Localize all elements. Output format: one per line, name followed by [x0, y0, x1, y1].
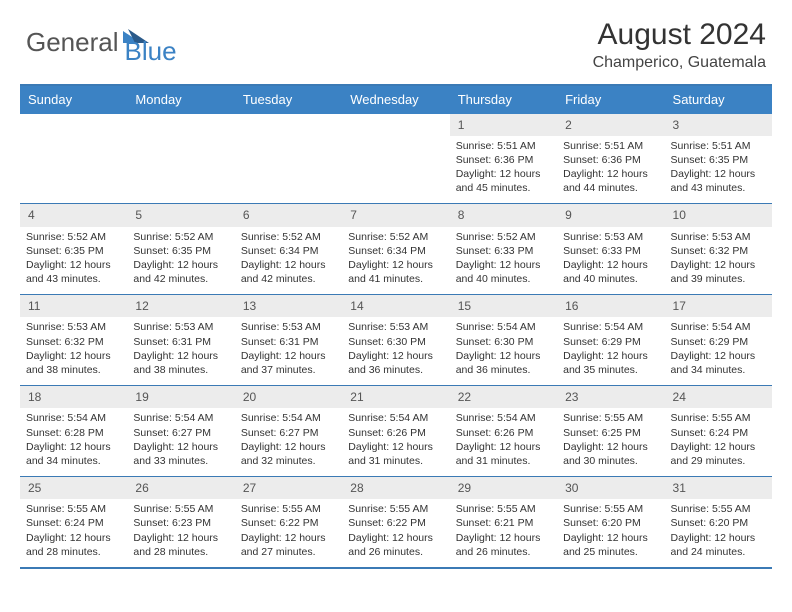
day-detail: Sunrise: 5:52 AM Sunset: 6:35 PM Dayligh…: [20, 227, 127, 295]
day-number: 10: [665, 204, 772, 226]
day-number-row: 11121314151617: [20, 294, 772, 317]
weekday-header: Monday: [127, 86, 234, 114]
day-detail: Sunrise: 5:53 AM Sunset: 6:30 PM Dayligh…: [342, 317, 449, 385]
day-number-row: 18192021222324: [20, 385, 772, 408]
day-detail: Sunrise: 5:51 AM Sunset: 6:36 PM Dayligh…: [557, 136, 664, 204]
day-detail: Sunrise: 5:53 AM Sunset: 6:31 PM Dayligh…: [127, 317, 234, 385]
day-detail: Sunrise: 5:54 AM Sunset: 6:27 PM Dayligh…: [235, 408, 342, 476]
day-detail-row: Sunrise: 5:52 AM Sunset: 6:35 PM Dayligh…: [20, 227, 772, 295]
day-number: 23: [557, 386, 664, 408]
location-label: Champerico, Guatemala: [593, 54, 766, 72]
day-number-row: 25262728293031: [20, 476, 772, 499]
day-detail: Sunrise: 5:55 AM Sunset: 6:20 PM Dayligh…: [557, 499, 664, 567]
day-detail: Sunrise: 5:53 AM Sunset: 6:32 PM Dayligh…: [20, 317, 127, 385]
page-header: General Blue August 2024 Champerico, Gua…: [0, 0, 792, 78]
day-number: 8: [450, 204, 557, 226]
day-detail: Sunrise: 5:55 AM Sunset: 6:20 PM Dayligh…: [665, 499, 772, 567]
day-number: 12: [127, 295, 234, 317]
day-detail: [342, 136, 449, 204]
day-number: 17: [665, 295, 772, 317]
weekday-header: Wednesday: [342, 86, 449, 114]
day-number: 28: [342, 477, 449, 499]
day-detail: Sunrise: 5:54 AM Sunset: 6:29 PM Dayligh…: [665, 317, 772, 385]
title-block: August 2024 Champerico, Guatemala: [593, 18, 766, 72]
day-number: 11: [20, 295, 127, 317]
day-number: 2: [557, 114, 664, 136]
day-detail: Sunrise: 5:55 AM Sunset: 6:25 PM Dayligh…: [557, 408, 664, 476]
day-number: 18: [20, 386, 127, 408]
day-detail: Sunrise: 5:55 AM Sunset: 6:24 PM Dayligh…: [665, 408, 772, 476]
day-detail: Sunrise: 5:54 AM Sunset: 6:29 PM Dayligh…: [557, 317, 664, 385]
day-detail: Sunrise: 5:53 AM Sunset: 6:31 PM Dayligh…: [235, 317, 342, 385]
day-number: [127, 114, 234, 136]
month-title: August 2024: [593, 18, 766, 52]
day-number: 31: [665, 477, 772, 499]
day-detail: Sunrise: 5:55 AM Sunset: 6:21 PM Dayligh…: [450, 499, 557, 567]
day-number: 25: [20, 477, 127, 499]
day-detail: Sunrise: 5:52 AM Sunset: 6:35 PM Dayligh…: [127, 227, 234, 295]
day-number: 19: [127, 386, 234, 408]
day-number: 30: [557, 477, 664, 499]
day-detail: Sunrise: 5:55 AM Sunset: 6:24 PM Dayligh…: [20, 499, 127, 567]
day-number: 15: [450, 295, 557, 317]
day-number: [20, 114, 127, 136]
day-detail: Sunrise: 5:55 AM Sunset: 6:22 PM Dayligh…: [342, 499, 449, 567]
day-detail: [20, 136, 127, 204]
day-detail: [235, 136, 342, 204]
day-detail: Sunrise: 5:52 AM Sunset: 6:34 PM Dayligh…: [342, 227, 449, 295]
weekday-header: Sunday: [20, 86, 127, 114]
day-number: 22: [450, 386, 557, 408]
day-number: 14: [342, 295, 449, 317]
day-number: 4: [20, 204, 127, 226]
day-detail: Sunrise: 5:54 AM Sunset: 6:26 PM Dayligh…: [342, 408, 449, 476]
logo-text-gray: General: [26, 27, 119, 58]
day-detail: Sunrise: 5:51 AM Sunset: 6:35 PM Dayligh…: [665, 136, 772, 204]
day-number-row: 123: [20, 114, 772, 136]
day-detail: Sunrise: 5:55 AM Sunset: 6:23 PM Dayligh…: [127, 499, 234, 567]
day-number: 29: [450, 477, 557, 499]
day-number: 20: [235, 386, 342, 408]
day-detail: Sunrise: 5:54 AM Sunset: 6:26 PM Dayligh…: [450, 408, 557, 476]
day-number: 3: [665, 114, 772, 136]
day-detail-row: Sunrise: 5:51 AM Sunset: 6:36 PM Dayligh…: [20, 136, 772, 204]
day-number: 21: [342, 386, 449, 408]
day-number-row: 45678910: [20, 203, 772, 226]
day-number: 27: [235, 477, 342, 499]
day-detail: Sunrise: 5:53 AM Sunset: 6:33 PM Dayligh…: [557, 227, 664, 295]
day-number: 16: [557, 295, 664, 317]
day-detail: Sunrise: 5:52 AM Sunset: 6:33 PM Dayligh…: [450, 227, 557, 295]
weekday-header: Tuesday: [235, 86, 342, 114]
day-detail: Sunrise: 5:51 AM Sunset: 6:36 PM Dayligh…: [450, 136, 557, 204]
day-detail: Sunrise: 5:54 AM Sunset: 6:28 PM Dayligh…: [20, 408, 127, 476]
logo-text-blue: Blue: [125, 36, 177, 66]
weekday-header: Friday: [557, 86, 664, 114]
weekday-header-row: Sunday Monday Tuesday Wednesday Thursday…: [20, 86, 772, 114]
day-detail: Sunrise: 5:53 AM Sunset: 6:32 PM Dayligh…: [665, 227, 772, 295]
calendar-grid: Sunday Monday Tuesday Wednesday Thursday…: [20, 84, 772, 569]
day-number: 13: [235, 295, 342, 317]
day-detail: [127, 136, 234, 204]
day-detail-row: Sunrise: 5:53 AM Sunset: 6:32 PM Dayligh…: [20, 317, 772, 385]
day-number: 7: [342, 204, 449, 226]
day-detail-row: Sunrise: 5:54 AM Sunset: 6:28 PM Dayligh…: [20, 408, 772, 476]
day-detail: Sunrise: 5:55 AM Sunset: 6:22 PM Dayligh…: [235, 499, 342, 567]
day-detail: Sunrise: 5:52 AM Sunset: 6:34 PM Dayligh…: [235, 227, 342, 295]
logo: General Blue: [26, 18, 177, 67]
day-detail-row: Sunrise: 5:55 AM Sunset: 6:24 PM Dayligh…: [20, 499, 772, 567]
day-number: [235, 114, 342, 136]
day-number: 24: [665, 386, 772, 408]
day-detail: Sunrise: 5:54 AM Sunset: 6:30 PM Dayligh…: [450, 317, 557, 385]
day-number: 1: [450, 114, 557, 136]
weekday-header: Thursday: [450, 86, 557, 114]
day-number: 5: [127, 204, 234, 226]
day-number: 6: [235, 204, 342, 226]
day-number: 26: [127, 477, 234, 499]
day-detail: Sunrise: 5:54 AM Sunset: 6:27 PM Dayligh…: [127, 408, 234, 476]
day-number: [342, 114, 449, 136]
weekday-header: Saturday: [665, 86, 772, 114]
day-number: 9: [557, 204, 664, 226]
